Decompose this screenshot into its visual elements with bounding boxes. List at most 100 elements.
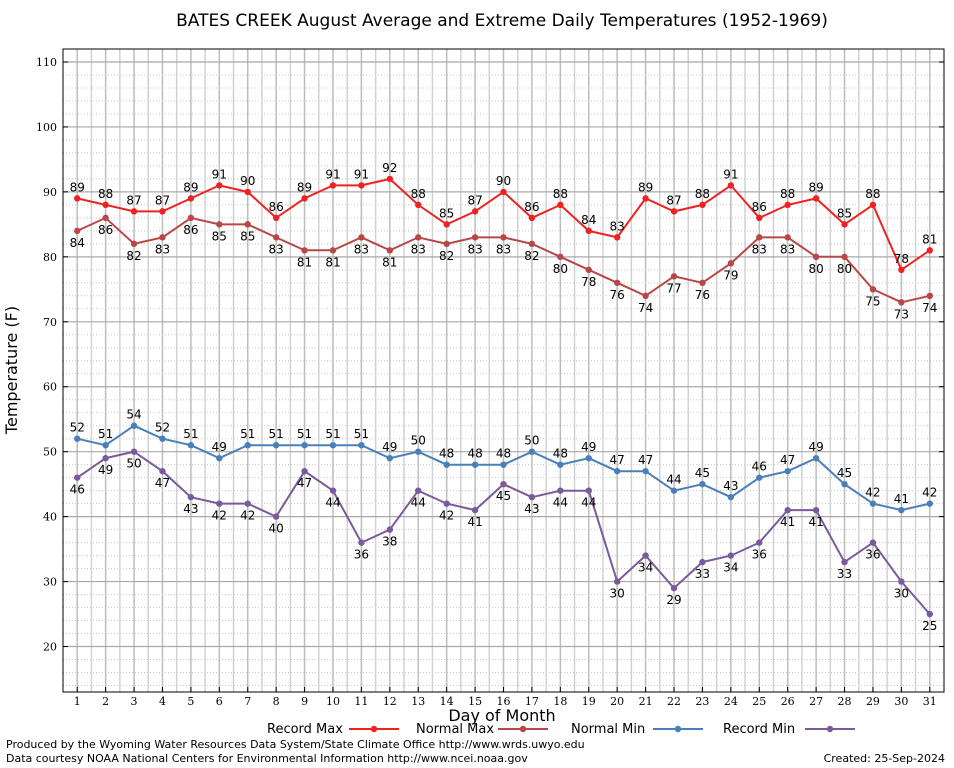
x-tick-label: 27	[809, 695, 823, 708]
data-point	[613, 279, 621, 287]
data-point	[926, 610, 933, 618]
data-point	[727, 552, 735, 559]
data-label: 83	[496, 242, 511, 256]
legend-marker	[674, 725, 682, 733]
data-point	[159, 467, 166, 475]
data-label: 29	[666, 593, 681, 607]
data-label: 45	[837, 466, 852, 480]
data-point	[528, 493, 536, 501]
data-label: 44	[553, 496, 568, 510]
data-point	[670, 487, 678, 494]
x-axis-label: Day of Month	[448, 706, 555, 725]
legend-label: Record Min	[723, 722, 795, 737]
x-tick-label: 30	[894, 695, 908, 708]
data-label: 41	[780, 515, 795, 529]
data-point	[102, 454, 109, 462]
data-point	[272, 513, 280, 520]
data-label: 50	[411, 434, 426, 448]
data-point	[244, 221, 251, 228]
data-point	[841, 558, 848, 566]
data-point	[784, 506, 791, 514]
x-tick-label: 23	[695, 695, 709, 708]
x-tick-label: 11	[354, 695, 368, 708]
data-label: 88	[780, 187, 795, 201]
data-label: 82	[439, 249, 454, 263]
data-point	[272, 214, 280, 222]
data-label: 42	[439, 509, 454, 523]
y-tick-label: 50	[43, 446, 57, 459]
data-label: 48	[467, 447, 482, 461]
data-point	[841, 480, 848, 488]
x-tick-label: 28	[838, 695, 852, 708]
data-label: 52	[70, 421, 85, 435]
data-point	[699, 279, 706, 287]
legend-entry: Normal Max	[416, 722, 548, 737]
data-label: 86	[183, 223, 198, 237]
x-tick-label: 29	[866, 695, 880, 708]
data-point	[812, 253, 820, 261]
data-label: 51	[354, 427, 369, 441]
data-point	[812, 506, 820, 514]
data-point	[898, 578, 905, 585]
data-label: 90	[240, 174, 255, 188]
data-label: 91	[354, 167, 369, 181]
x-tick-label: 9	[301, 695, 308, 708]
data-point	[301, 441, 308, 449]
x-tick-label: 31	[923, 695, 937, 708]
data-label: 47	[297, 476, 312, 490]
x-tick-label: 18	[553, 695, 567, 708]
data-label: 88	[865, 187, 880, 201]
y-tick-label: 80	[43, 251, 57, 264]
data-label: 86	[269, 200, 284, 214]
data-point	[926, 292, 933, 300]
data-label: 36	[865, 548, 880, 562]
data-label: 46	[752, 460, 767, 474]
data-label: 44	[581, 496, 596, 510]
data-point	[102, 214, 109, 222]
data-label: 51	[98, 427, 113, 441]
data-point	[613, 234, 621, 241]
x-tick-label: 26	[781, 695, 795, 708]
data-label: 86	[98, 223, 113, 237]
data-point	[329, 182, 337, 189]
data-point	[613, 578, 621, 585]
x-tick-label: 13	[411, 695, 425, 708]
data-label: 83	[155, 242, 170, 256]
data-point	[216, 500, 223, 507]
data-point	[358, 234, 365, 241]
data-label: 82	[524, 249, 539, 263]
data-label: 78	[894, 252, 909, 266]
data-point	[926, 247, 933, 254]
data-label: 49	[98, 463, 113, 477]
data-label: 83	[467, 242, 482, 256]
data-point	[216, 221, 223, 228]
data-point	[74, 435, 81, 442]
x-tick-label: 3	[131, 695, 138, 708]
data-point	[585, 487, 592, 494]
data-label: 42	[240, 509, 255, 523]
data-label: 77	[666, 281, 681, 295]
data-point	[898, 299, 905, 306]
data-point	[159, 435, 166, 442]
data-point	[415, 234, 422, 241]
data-point	[557, 253, 564, 261]
data-point	[670, 584, 678, 592]
data-point	[926, 500, 933, 507]
series-record-min: 46 49 50 47 43 42 42 40 47 44 36 38 44 42 41 45 43 44 44 30…	[70, 448, 937, 633]
data-label: 87	[467, 193, 482, 207]
data-label: 74	[638, 301, 653, 315]
data-point	[812, 195, 820, 202]
data-label: 82	[126, 249, 141, 263]
x-tick-label: 19	[582, 695, 596, 708]
data-label: 50	[126, 457, 141, 471]
x-tick-label: 2	[102, 695, 109, 708]
data-label: 76	[610, 288, 625, 302]
data-point	[329, 247, 337, 254]
data-point	[386, 454, 394, 462]
data-point	[784, 234, 791, 241]
data-label: 89	[297, 180, 312, 194]
data-label: 85	[439, 206, 454, 220]
data-label: 36	[354, 548, 369, 562]
data-label: 74	[922, 301, 937, 315]
data-label: 79	[723, 268, 738, 282]
